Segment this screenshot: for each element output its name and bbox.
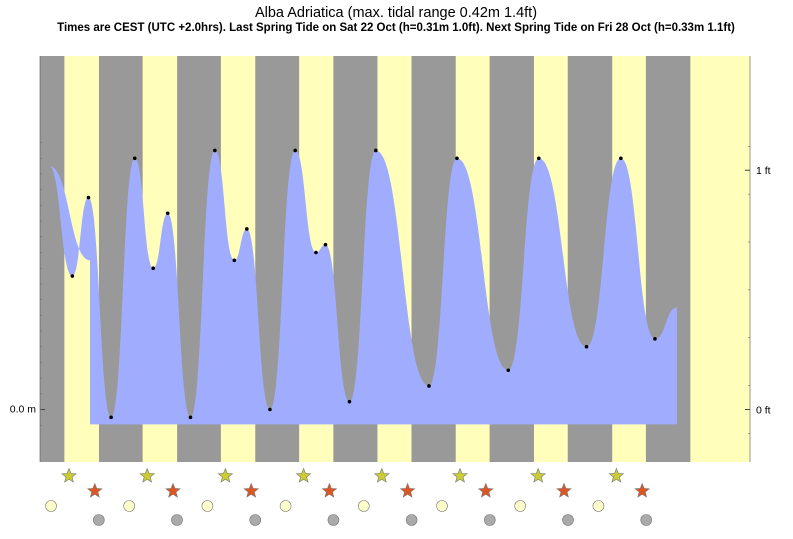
tide-point: [374, 148, 378, 153]
tide-point: [536, 156, 541, 161]
tide-point: [293, 148, 297, 153]
sunset-star: [556, 482, 572, 498]
moonset-circle: [93, 514, 105, 526]
moonset-circle: [249, 514, 262, 526]
tide-area: [49, 150, 677, 425]
y-axis-right-label: 1 ft: [756, 165, 771, 177]
y-axis-right-label: 0 ft: [756, 405, 771, 417]
sunset-star: [399, 482, 416, 498]
tide-point: [506, 368, 511, 373]
moonset-circle: [327, 514, 340, 526]
chart-subtitle: Times are CEST (UTC +2.0hrs). Last Sprin…: [57, 22, 735, 34]
tide-point: [86, 195, 91, 200]
sun-moon-table: [45, 467, 653, 526]
sunset-star: [321, 482, 338, 498]
tide-point: [70, 274, 75, 278]
sunset-star: [243, 482, 260, 498]
tide-point: [455, 156, 459, 161]
tide-point: [232, 258, 237, 263]
daylight-band: [690, 56, 750, 462]
tide-point: [314, 250, 318, 255]
moonrise-circle: [201, 500, 214, 512]
moonset-circle: [171, 514, 183, 526]
tide-point: [268, 407, 272, 412]
y-axis-left-label: 0.0 m: [10, 404, 37, 416]
sunrise-star: [373, 467, 390, 483]
axes: 0.0 m 0 ft 1 ft: [10, 142, 771, 434]
moonrise-circle: [592, 500, 605, 512]
sunrise-star: [295, 467, 312, 483]
moonrise-circle: [123, 500, 135, 512]
tide-point: [323, 242, 328, 247]
moonrise-circle: [436, 500, 448, 512]
tide-point: [619, 156, 623, 161]
moonrise-circle: [279, 500, 292, 512]
moonrise-circle: [514, 500, 527, 512]
sunset-star: [477, 482, 494, 498]
tide-point: [151, 266, 156, 271]
tide-labels: [70, 148, 657, 420]
moonset-circle: [562, 514, 574, 526]
sunrise-star: [608, 467, 625, 483]
sunrise-star: [530, 467, 547, 483]
sunrise-star: [452, 467, 468, 483]
tide-point: [584, 344, 589, 349]
tide-point: [347, 399, 352, 404]
tide-point: [188, 415, 193, 420]
sunset-star: [86, 482, 103, 498]
moonset-circle: [484, 514, 496, 526]
tide-point: [213, 148, 217, 153]
moonrise-circle: [357, 500, 370, 512]
chart-title: Alba Adriatica (max. tidal range 0.42m 1…: [255, 5, 537, 21]
sunset-star: [165, 482, 181, 498]
moonrise-circle: [45, 500, 57, 512]
moonset-circle: [405, 514, 418, 526]
tide-point: [132, 156, 137, 161]
sunrise-star: [61, 467, 77, 483]
tide-point: [427, 384, 431, 388]
sunrise-star: [217, 467, 234, 483]
moonset-circle: [640, 514, 653, 526]
sunrise-star: [139, 467, 156, 483]
tide-point: [109, 415, 113, 420]
tide-point: [653, 337, 657, 341]
sunset-star: [634, 482, 651, 498]
tide-point: [165, 211, 170, 216]
tide-point: [245, 227, 249, 231]
